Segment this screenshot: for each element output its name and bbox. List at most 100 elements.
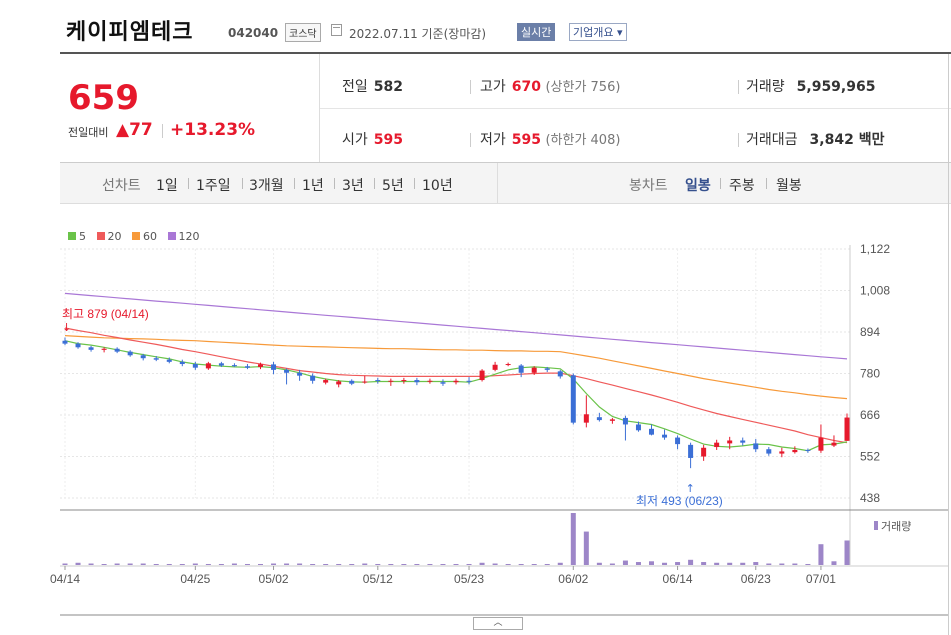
down-arrow-icon: ↓ — [62, 321, 71, 334]
candle-body — [792, 449, 798, 453]
volume-bar — [414, 564, 420, 565]
candle-body — [231, 365, 237, 367]
volume-bar — [766, 563, 772, 565]
tab-1d[interactable]: 1일 — [156, 178, 178, 194]
volume-bar — [570, 513, 576, 565]
tab-monthly[interactable]: 월봉 — [776, 178, 802, 194]
ma5-line — [64, 340, 848, 452]
candle-body — [635, 424, 641, 431]
tab-5y[interactable]: 5년 — [382, 178, 404, 194]
volume-bar — [805, 564, 811, 565]
candle-body — [701, 447, 707, 457]
x-tick-label: 05/02 — [259, 572, 289, 586]
volume-bar — [779, 563, 785, 565]
tab-1w[interactable]: 1주일 — [196, 178, 231, 194]
current-price: 659 — [68, 78, 139, 118]
divider — [374, 178, 375, 189]
y-tick-label: 666 — [860, 408, 880, 422]
volume-bar — [714, 562, 720, 565]
candle-body — [492, 364, 498, 370]
tab-daily[interactable]: 일봉 — [685, 178, 711, 194]
tab-3m[interactable]: 3개월 — [249, 178, 284, 194]
candle-body — [310, 375, 316, 381]
candle-body — [362, 381, 368, 383]
open-price: 시가 595 — [342, 129, 403, 149]
prev-close: 전일 582 — [342, 76, 403, 96]
candle-body — [388, 380, 394, 382]
expand-chart-button[interactable]: ︿ — [473, 617, 523, 630]
volume-bar — [727, 562, 733, 565]
ma20-line — [64, 327, 848, 444]
volume-bar — [479, 562, 485, 565]
header-divider — [60, 52, 951, 54]
chart-period-tabs: 선차트 1일 1주일 3개월 1년 3년 5년 10년 봉차트 일봉 주봉 월봉 — [60, 163, 951, 204]
volume-bar — [583, 531, 589, 565]
x-tick-label: 06/23 — [741, 572, 771, 586]
volume-bar — [88, 563, 94, 565]
candle-body — [88, 347, 94, 350]
candle-body — [192, 364, 198, 368]
realtime-button[interactable]: 실시간 — [517, 23, 556, 41]
candle-body — [218, 363, 224, 366]
volume-bar — [622, 560, 628, 565]
lower-limit: (하한가 408) — [545, 133, 621, 148]
legend-swatch — [132, 232, 140, 240]
volume-bar — [75, 562, 81, 565]
low-annotation: 최저 493 (06/23) — [636, 494, 723, 508]
candle-body — [427, 380, 433, 382]
candle-body — [479, 370, 485, 381]
tab-weekly[interactable]: 주봉 — [729, 178, 755, 194]
y-tick-label: 780 — [860, 367, 880, 381]
volume-bar — [596, 562, 602, 565]
volume-bar — [166, 564, 172, 565]
volume-bar — [466, 564, 472, 565]
candle-body — [844, 417, 850, 441]
price-change-percent: +13.23% — [170, 120, 256, 140]
calendar-icon — [331, 24, 342, 36]
low-price: 저가 595 (하한가 408) — [480, 129, 620, 149]
volume-bar — [179, 564, 185, 565]
candle-body — [714, 442, 720, 448]
volume-bar — [336, 564, 342, 565]
volume-bar — [127, 563, 133, 565]
candle-body — [675, 437, 681, 445]
divider — [766, 178, 767, 189]
volume-legend-swatch — [874, 521, 878, 530]
line-chart-tabs — [60, 163, 498, 203]
volume-bar — [557, 562, 563, 565]
candle-body — [805, 449, 811, 451]
volume-bar — [388, 564, 394, 565]
current-price-panel: 659 전일대비 ▲77 +13.23% — [60, 54, 320, 162]
x-tick-label: 07/01 — [806, 572, 836, 586]
candle-body — [440, 382, 446, 384]
tab-10y[interactable]: 10년 — [422, 178, 453, 194]
volume-bar — [192, 563, 198, 565]
legend-swatch — [68, 232, 76, 240]
high-annotation: 최고 879 (04/14) — [62, 307, 149, 321]
volume-bar — [362, 563, 368, 565]
volume-bar — [244, 564, 250, 565]
divider — [720, 178, 721, 189]
candle-body — [153, 358, 159, 360]
candle-body — [258, 364, 263, 367]
volume-bar — [231, 563, 237, 565]
tab-1y[interactable]: 1년 — [302, 178, 324, 194]
company-overview-dropdown[interactable]: 기업개요 ▾ — [569, 23, 627, 41]
candle-body — [323, 380, 329, 383]
price-change: ▲77 — [116, 120, 153, 140]
divider — [294, 178, 295, 189]
volume-bar — [349, 564, 355, 565]
candle-chart-label: 봉차트 — [629, 178, 668, 194]
volume-bar — [792, 563, 798, 565]
chart-legend: 5 20 60 120 — [68, 230, 207, 243]
candle-body — [688, 444, 694, 458]
market-badge: 코스닥 — [285, 23, 321, 42]
candle-body — [518, 365, 524, 373]
candle-body — [75, 343, 81, 348]
tab-3y[interactable]: 3년 — [342, 178, 364, 194]
volume-bar — [375, 564, 381, 565]
candle-body — [453, 380, 459, 383]
price-stats-grid: 전일 582 고가 670 (상한가 756) 거래량 5,959,965 시가 595… — [320, 54, 951, 162]
legend-item-ma120: 120 — [167, 230, 200, 243]
